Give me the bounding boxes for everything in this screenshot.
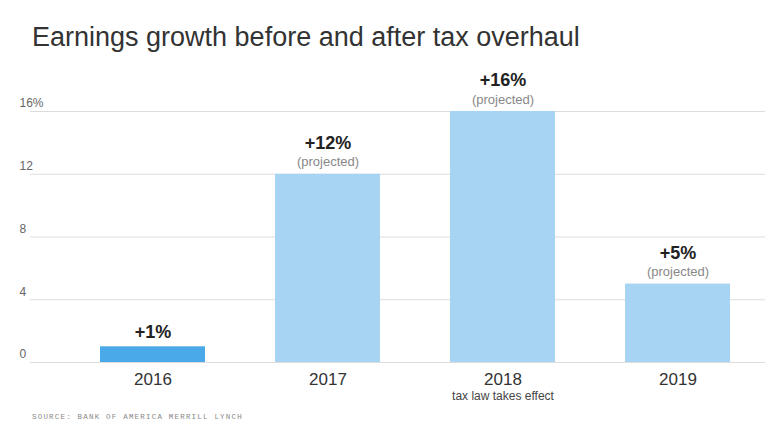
html-text:Earnings growth before and aft: Earnings growth before and after tax ove…: [32, 22, 580, 52]
html-text:SOURCE: BANK OF AMERICA MERRIL: SOURCE: BANK OF AMERICA MERRILL LYNCH: [32, 413, 243, 421]
svg-text:(projected): (projected): [472, 92, 534, 107]
svg-text:2016: 2016: [134, 370, 172, 389]
svg-text:+5%: +5%: [660, 243, 697, 263]
svg-text:16%: 16%: [20, 96, 44, 110]
svg-text:+16%: +16%: [480, 70, 527, 90]
svg-text:+1%: +1%: [135, 322, 172, 342]
svg-text:2017: 2017: [309, 370, 347, 389]
svg-text:+12%: +12%: [305, 133, 352, 153]
svg-text:4: 4: [20, 285, 27, 299]
svg-text:8: 8: [20, 222, 27, 236]
svg-text:2019: 2019: [659, 370, 697, 389]
svg-text:(projected): (projected): [647, 264, 709, 279]
svg-text:0: 0: [20, 347, 27, 361]
svg-text:12: 12: [20, 159, 34, 173]
svg-text:2018: 2018: [484, 370, 522, 389]
svg-text:tax law takes effect: tax law takes effect: [452, 389, 554, 403]
svg-text:(projected): (projected): [297, 154, 359, 169]
